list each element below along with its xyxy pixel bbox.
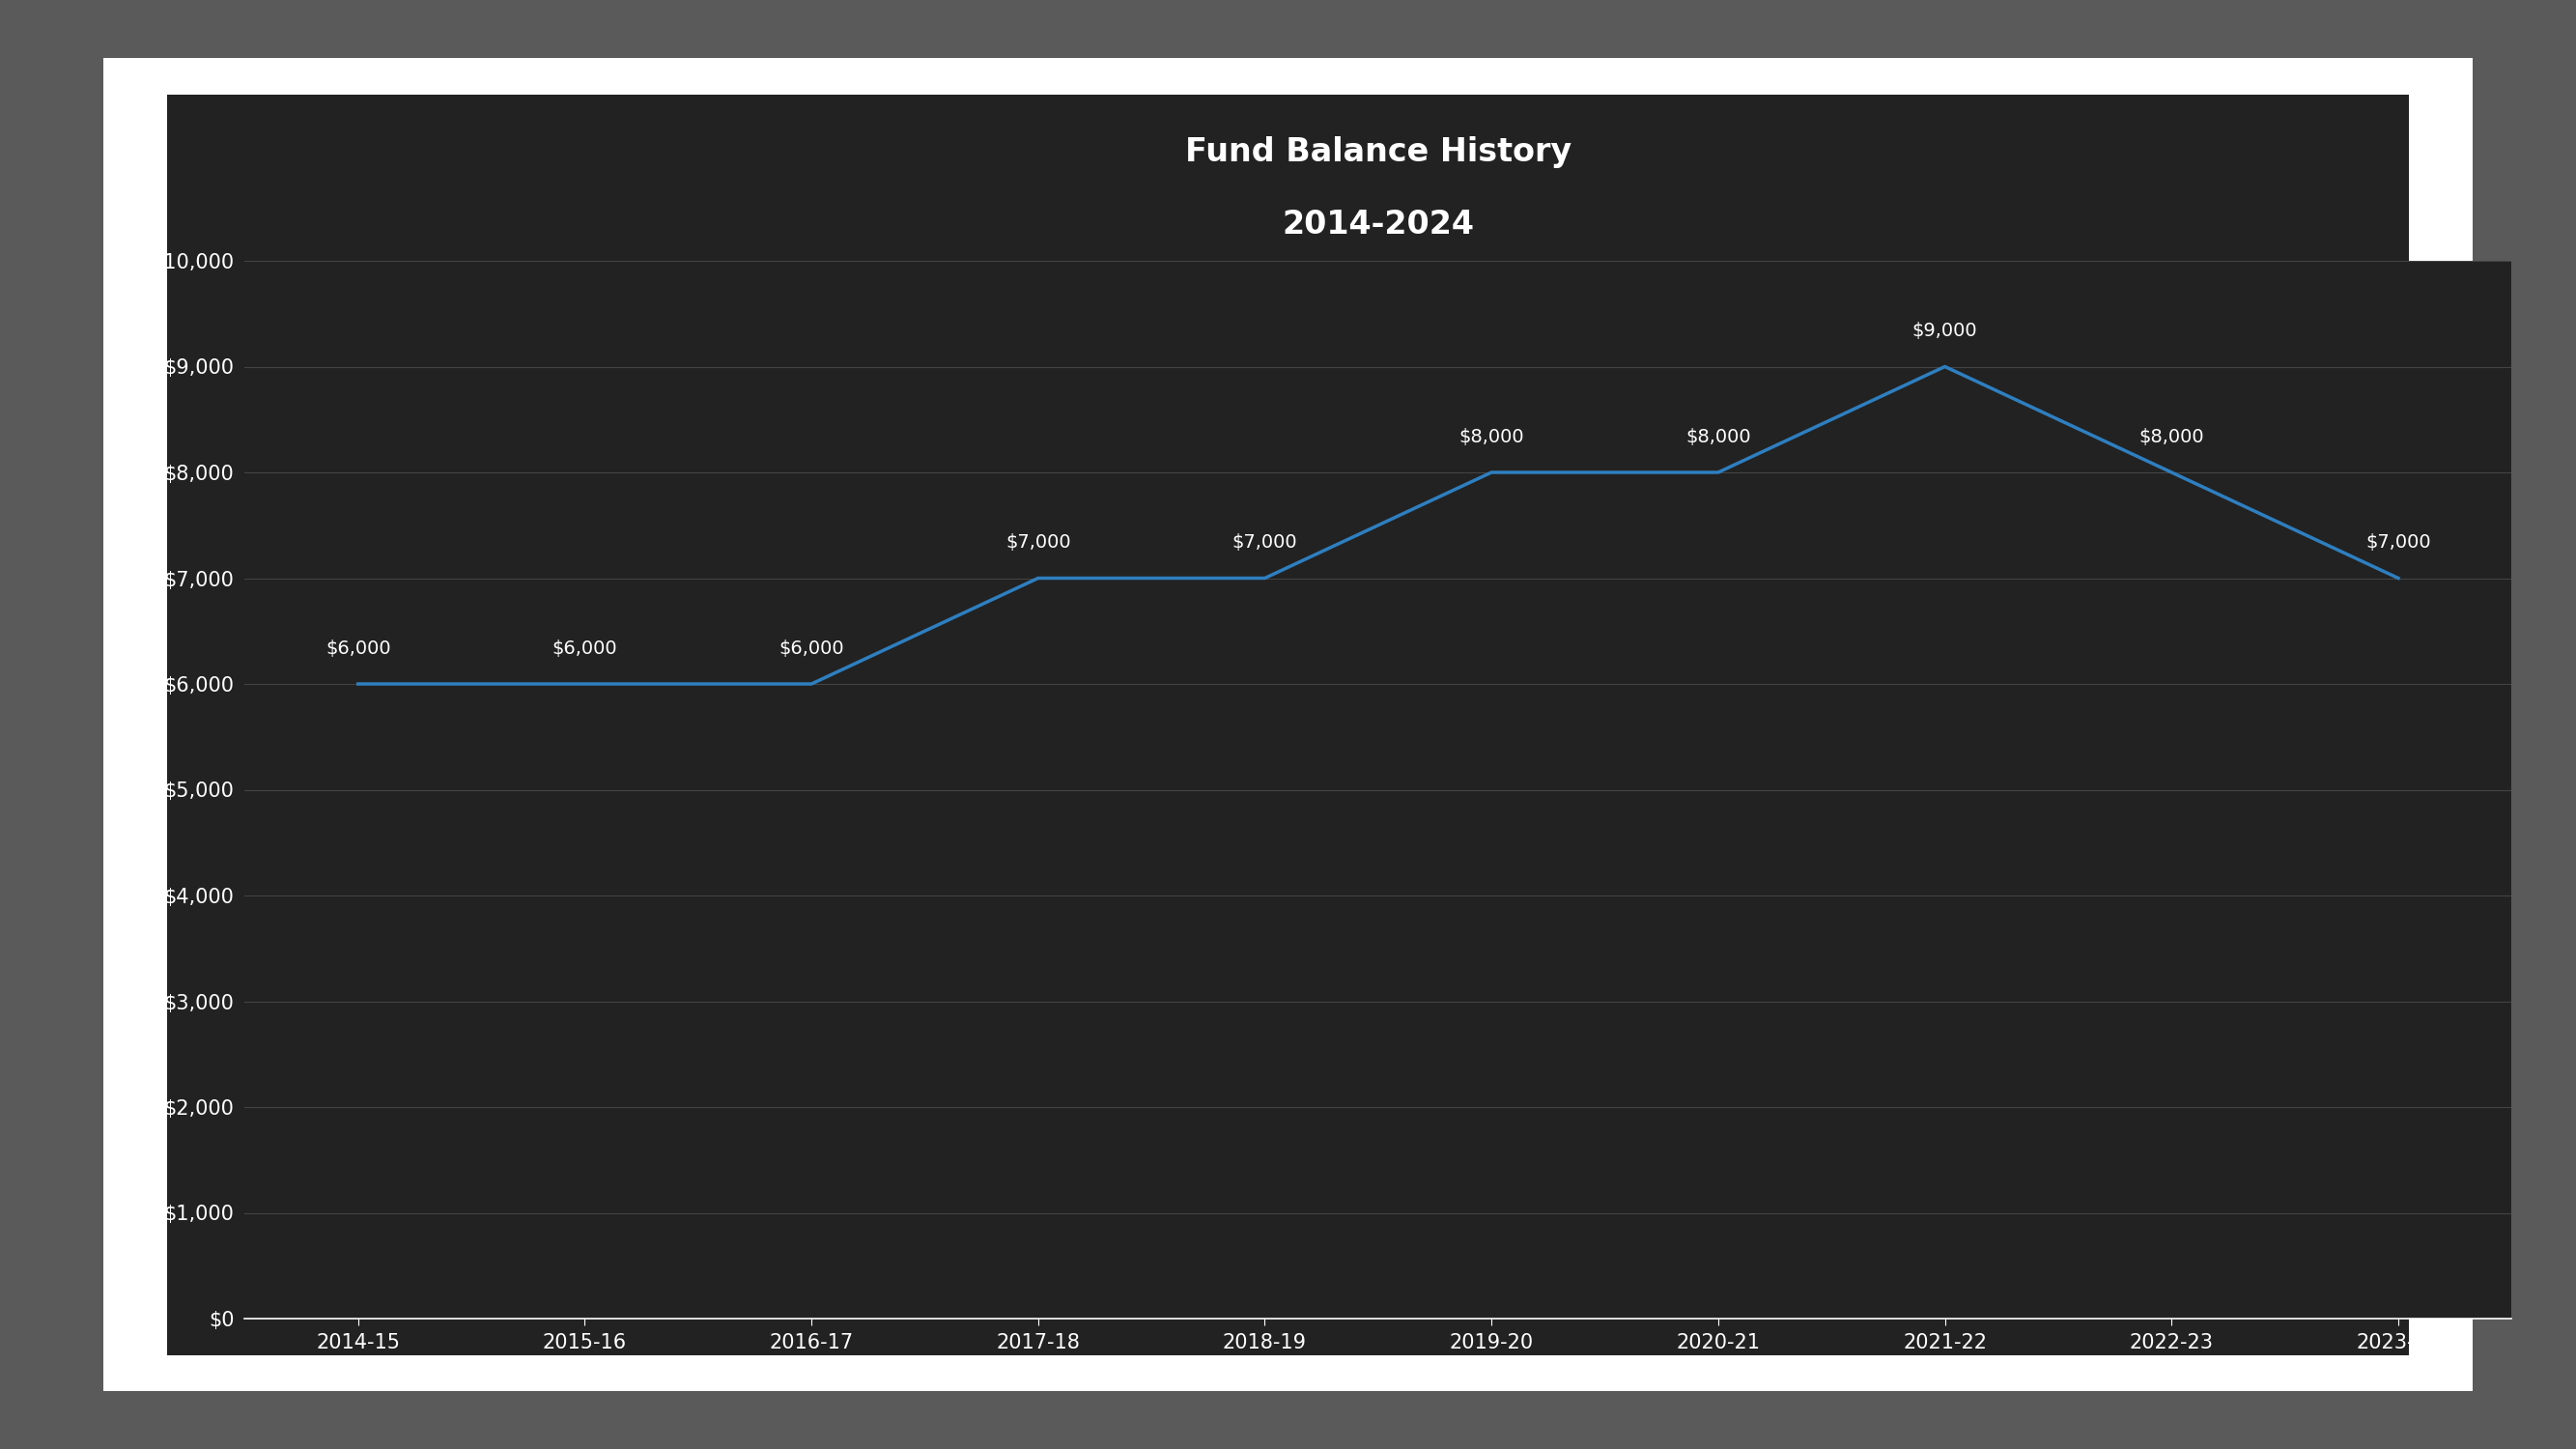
Text: $6,000: $6,000: [325, 639, 392, 658]
Text: 2014-2024: 2014-2024: [1283, 209, 1473, 241]
Text: $7,000: $7,000: [1231, 533, 1298, 552]
Text: $8,000: $8,000: [2138, 427, 2205, 446]
Text: $6,000: $6,000: [778, 639, 845, 658]
Text: $8,000: $8,000: [1685, 427, 1752, 446]
Text: $9,000: $9,000: [1911, 322, 1978, 341]
Text: Fund Balance History: Fund Balance History: [1185, 136, 1571, 168]
Text: $6,000: $6,000: [551, 639, 618, 658]
Text: $7,000: $7,000: [1005, 533, 1072, 552]
Text: $8,000: $8,000: [1458, 427, 1525, 446]
Text: $7,000: $7,000: [2365, 533, 2432, 552]
